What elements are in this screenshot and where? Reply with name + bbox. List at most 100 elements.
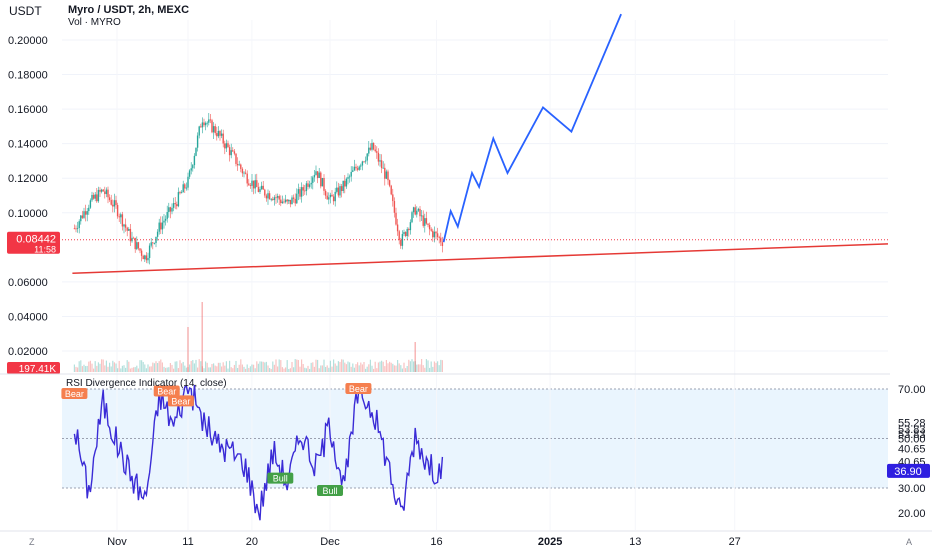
volume-bar [421, 359, 423, 372]
volume-bar [337, 361, 339, 372]
bear-badge [61, 387, 88, 399]
symbol-title[interactable]: Myro / USDT, 2h, MEXC [68, 4, 190, 16]
candle-body [425, 218, 428, 224]
volume-bar [112, 360, 114, 372]
candle-body [150, 242, 152, 246]
auto-scale-button[interactable]: A [906, 537, 913, 547]
candle-body [310, 182, 312, 185]
candle-body [430, 229, 432, 231]
rsi-tick-label: 30.00 [898, 483, 926, 495]
volume-spike [414, 342, 416, 372]
candle-body [315, 171, 317, 175]
candle-body [364, 160, 367, 162]
candle-body [128, 228, 130, 231]
volume-bar [365, 368, 367, 372]
volume-bar [336, 365, 338, 372]
volume-bar [93, 368, 95, 372]
candle-body [168, 207, 170, 213]
volume-bar [222, 362, 224, 372]
volume-bar [269, 368, 271, 372]
candle-body [336, 187, 338, 192]
axis-labels: 0.20000 0.18000 0.16000 0.14000 0.12000 0.100… [8, 35, 926, 548]
volume-bar [184, 365, 186, 372]
candle-body [136, 242, 138, 250]
volume-bar [369, 359, 371, 372]
volume-bar [376, 368, 378, 372]
price-tick-label: 0.12000 [8, 173, 48, 185]
candle-body [184, 184, 186, 189]
time-tick-label: 27 [729, 536, 741, 548]
candle-body [366, 153, 368, 161]
volume-bar [413, 361, 415, 372]
volume-bar [85, 366, 87, 372]
volume-legend[interactable]: Vol · MYRO [68, 17, 121, 28]
rsi-legend[interactable]: RSI Divergence Indicator (14, close) [66, 378, 227, 389]
candle-body [222, 133, 224, 144]
candle-body [411, 212, 413, 223]
candle-body [300, 187, 303, 197]
candle-body [89, 200, 92, 208]
candle-body [160, 222, 162, 230]
candle-body [332, 196, 335, 202]
candle-body [97, 189, 100, 202]
volume-bar [393, 365, 395, 372]
volume-bar [435, 362, 437, 372]
candle-body [252, 180, 255, 189]
volume-bar [272, 361, 274, 372]
rsi-tick-label: 53.83 [898, 424, 926, 436]
candle-body [417, 208, 420, 211]
rsi-tick-label: 20.00 [898, 508, 926, 520]
volume-bar [77, 367, 79, 372]
volume-bar [273, 364, 275, 372]
rsi-tick-label: 55.28 [898, 417, 926, 429]
volume-bar [168, 367, 170, 372]
candle-body [254, 180, 256, 189]
candle-body [115, 200, 117, 205]
volume-bar [261, 361, 263, 372]
candle-body [276, 196, 279, 198]
candle-body [286, 199, 288, 202]
candle-body [228, 147, 231, 156]
candle-body [220, 133, 223, 136]
volume-bar [107, 366, 109, 372]
volume-bar [249, 366, 251, 372]
projection-path [442, 13, 622, 243]
volume-bar [392, 363, 394, 372]
volume-bar [414, 361, 416, 372]
volume-bar [304, 367, 306, 372]
candle-body [76, 227, 79, 229]
candle-body [145, 255, 148, 261]
volume-bar [433, 361, 435, 372]
volume-bar [341, 359, 343, 372]
candle-body [132, 237, 135, 239]
volume-bar [115, 363, 117, 372]
candle-body [193, 155, 196, 166]
timezone-button[interactable]: Z [29, 537, 35, 547]
volume-bar [419, 364, 421, 372]
volume-bar [238, 364, 240, 372]
volume-bar [118, 360, 120, 372]
volume-bar [117, 368, 119, 372]
candle-body [75, 228, 77, 230]
candle-body [316, 171, 319, 178]
candle-body [92, 194, 95, 199]
candle-body [217, 130, 220, 137]
volume-bar [398, 363, 400, 372]
volume-bar [229, 360, 231, 372]
volume-bar [363, 361, 365, 372]
candle-body [188, 170, 191, 177]
volume-bar [102, 359, 104, 372]
volume-bar [219, 362, 221, 372]
volume-bar [198, 359, 200, 372]
volume-bar [395, 365, 397, 372]
candle-body [256, 180, 258, 188]
candle-body [377, 152, 380, 162]
volume-bar [97, 362, 99, 372]
volume-bar [89, 360, 91, 372]
volume-bar [357, 362, 359, 372]
candle-body [235, 153, 237, 164]
candle-body [304, 190, 306, 192]
volume-bar [203, 368, 205, 372]
